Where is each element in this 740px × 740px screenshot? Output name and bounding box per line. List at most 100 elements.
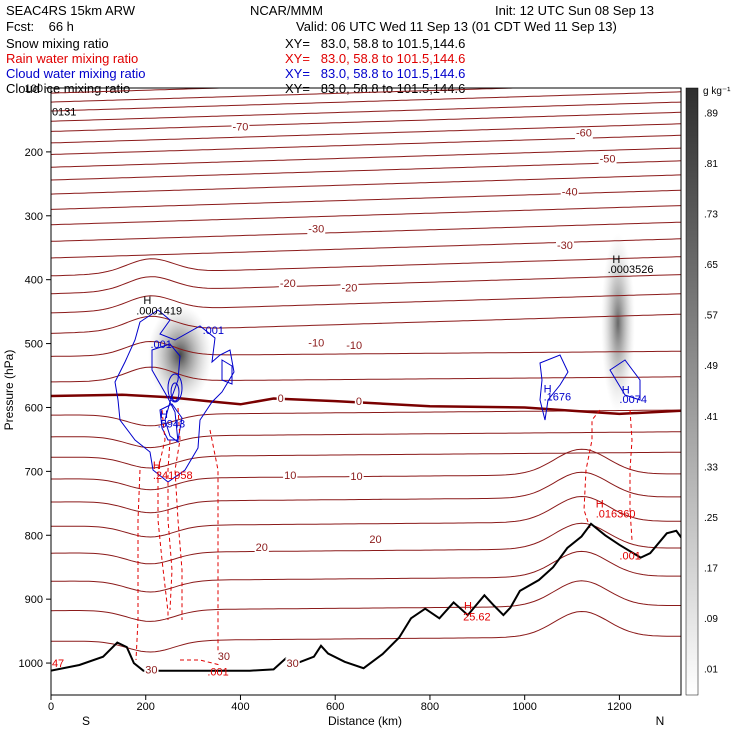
isotherm-line — [51, 340, 681, 357]
terrain-line — [51, 522, 681, 672]
isotherm-line — [51, 274, 681, 295]
axes: 0 200 400 600 800 1000 12001002003004005006007… — [19, 83, 632, 713]
isotherm-line — [51, 160, 681, 181]
colorbar-tick-label: .41 — [704, 412, 718, 423]
contour-annotation: .1676 — [544, 392, 572, 404]
isotherm-label: -40 — [562, 187, 578, 199]
model-title: SEAC4RS 15km ARW — [6, 3, 136, 18]
x-tick-label: 1200 — [607, 701, 631, 713]
direction-south: S — [82, 714, 90, 728]
hydrometeor-shading-left — [148, 305, 212, 405]
isotherm-label-bg — [368, 534, 383, 547]
colorbar-gradient — [685, 87, 699, 696]
hydrometeor-shading-right — [601, 233, 635, 413]
contour-annotation: H — [622, 385, 630, 397]
colorbar-tick-label: .65 — [704, 260, 718, 271]
contour-annotation: 0131 — [52, 107, 76, 119]
isotherm-label-bg — [345, 339, 364, 352]
contour-annotation: .5943 — [158, 418, 186, 430]
isotherm-line — [51, 221, 681, 242]
contour-annotation: .001 — [207, 666, 228, 678]
isotherm-label-bg — [231, 121, 250, 134]
x-tick-label: 400 — [231, 701, 249, 713]
isotherm-line — [51, 448, 681, 491]
annotations: -70 -60 -50 -40 -30 -30 -20 -20 -10 -10 0 0 10 10 20 20… — [52, 107, 654, 679]
x-tick-label: 600 — [326, 701, 344, 713]
colorbar-tick-label: .89 — [704, 108, 718, 119]
y-axis-label: Pressure (hPa) — [2, 350, 16, 431]
colorbar-tick-label: .17 — [704, 564, 718, 575]
contour-annotation: .016360 — [596, 509, 636, 521]
isotherm-line — [51, 293, 681, 314]
isotherm-label-bg — [598, 153, 617, 166]
contour-annotation: .0001419 — [136, 305, 182, 317]
isotherm-label-bg — [144, 664, 159, 677]
isotherm-line — [51, 256, 681, 277]
x-tick-label: 0 — [48, 701, 54, 713]
isotherm-label-bg — [307, 223, 326, 236]
isotherm-label: 30 — [218, 651, 230, 663]
isotherm-line — [51, 111, 681, 132]
temperature-contours — [51, 88, 681, 653]
contour-annotation: H — [160, 409, 168, 421]
isotherm-label-bg — [340, 282, 359, 295]
isotherm-line — [51, 101, 681, 122]
isotherm-label-bg — [216, 651, 232, 664]
colorbar-tick-label: .81 — [704, 159, 718, 170]
cloud-water-contours — [114, 309, 641, 483]
freezing-level-line — [51, 393, 681, 416]
colorbar-tick-label: .33 — [704, 462, 718, 473]
field-xy-rain: XY= 83.0, 58.8 to 101.5,144.6 — [285, 51, 466, 66]
isotherm-line — [51, 88, 236, 94]
isotherm-label: -60 — [576, 128, 592, 140]
y-tick-label: 300 — [25, 211, 43, 223]
isotherm-line — [51, 610, 681, 653]
isotherm-line — [51, 88, 530, 103]
isotherm-line — [51, 205, 681, 226]
isotherm-label-bg — [276, 392, 285, 405]
isotherm-label: 30 — [145, 664, 157, 676]
contour-annotation: .241958 — [153, 470, 193, 482]
contour-annotation: H — [612, 254, 620, 266]
x-tick-label: 200 — [137, 701, 155, 713]
colorbar-tick-label: .09 — [704, 614, 718, 625]
isotherm-label: 10 — [284, 470, 296, 482]
contour-annotation: .001 — [619, 551, 640, 563]
contour-annotation: 47 — [52, 658, 64, 670]
isotherm-line — [51, 431, 681, 449]
x-tick-label: 800 — [421, 701, 439, 713]
colorbar-tick-label: .57 — [704, 311, 718, 322]
x-axis-label: Distance (km) — [328, 714, 402, 728]
isotherm-label: -50 — [600, 153, 616, 165]
isotherm-line — [51, 174, 681, 195]
field-title-rain: Rain water mixing ratio — [6, 51, 139, 66]
forecast-hour: Fcst: 66 h — [6, 19, 74, 34]
center-label: NCAR/MMM — [250, 3, 323, 18]
init-time: Init: 12 UTC Sun 08 Sep 13 — [495, 3, 654, 18]
isotherm-label-bg — [560, 186, 579, 199]
isotherm-label: 0 — [356, 396, 362, 408]
isotherm-line — [51, 147, 681, 168]
y-tick-label: 100 — [25, 83, 43, 95]
isotherm-line — [51, 550, 681, 593]
contour-annotation: H — [143, 295, 151, 307]
isotherm-line — [51, 495, 681, 538]
y-tick-label: 400 — [25, 275, 43, 287]
isotherm-label: 30 — [286, 658, 298, 670]
contour-annotation: .0003526 — [608, 264, 654, 276]
isotherm-label: -20 — [280, 278, 296, 290]
isotherm-label-bg — [285, 658, 300, 671]
isotherm-label-bg — [307, 337, 326, 350]
isotherm-label: -30 — [308, 224, 324, 236]
contour-annotation: 25.62 — [463, 611, 491, 623]
contour-annotation: .001 — [150, 339, 171, 351]
isotherm-label: 20 — [369, 534, 381, 546]
isotherm-line — [51, 238, 681, 259]
isotherm-label: -70 — [233, 121, 249, 133]
field-xy-cloud-water: XY= 83.0, 58.8 to 101.5,144.6 — [285, 66, 466, 81]
isotherm-line — [51, 451, 681, 469]
isotherm-line — [51, 366, 681, 383]
isotherm-line — [51, 123, 681, 144]
isotherm-label: -10 — [308, 337, 324, 349]
